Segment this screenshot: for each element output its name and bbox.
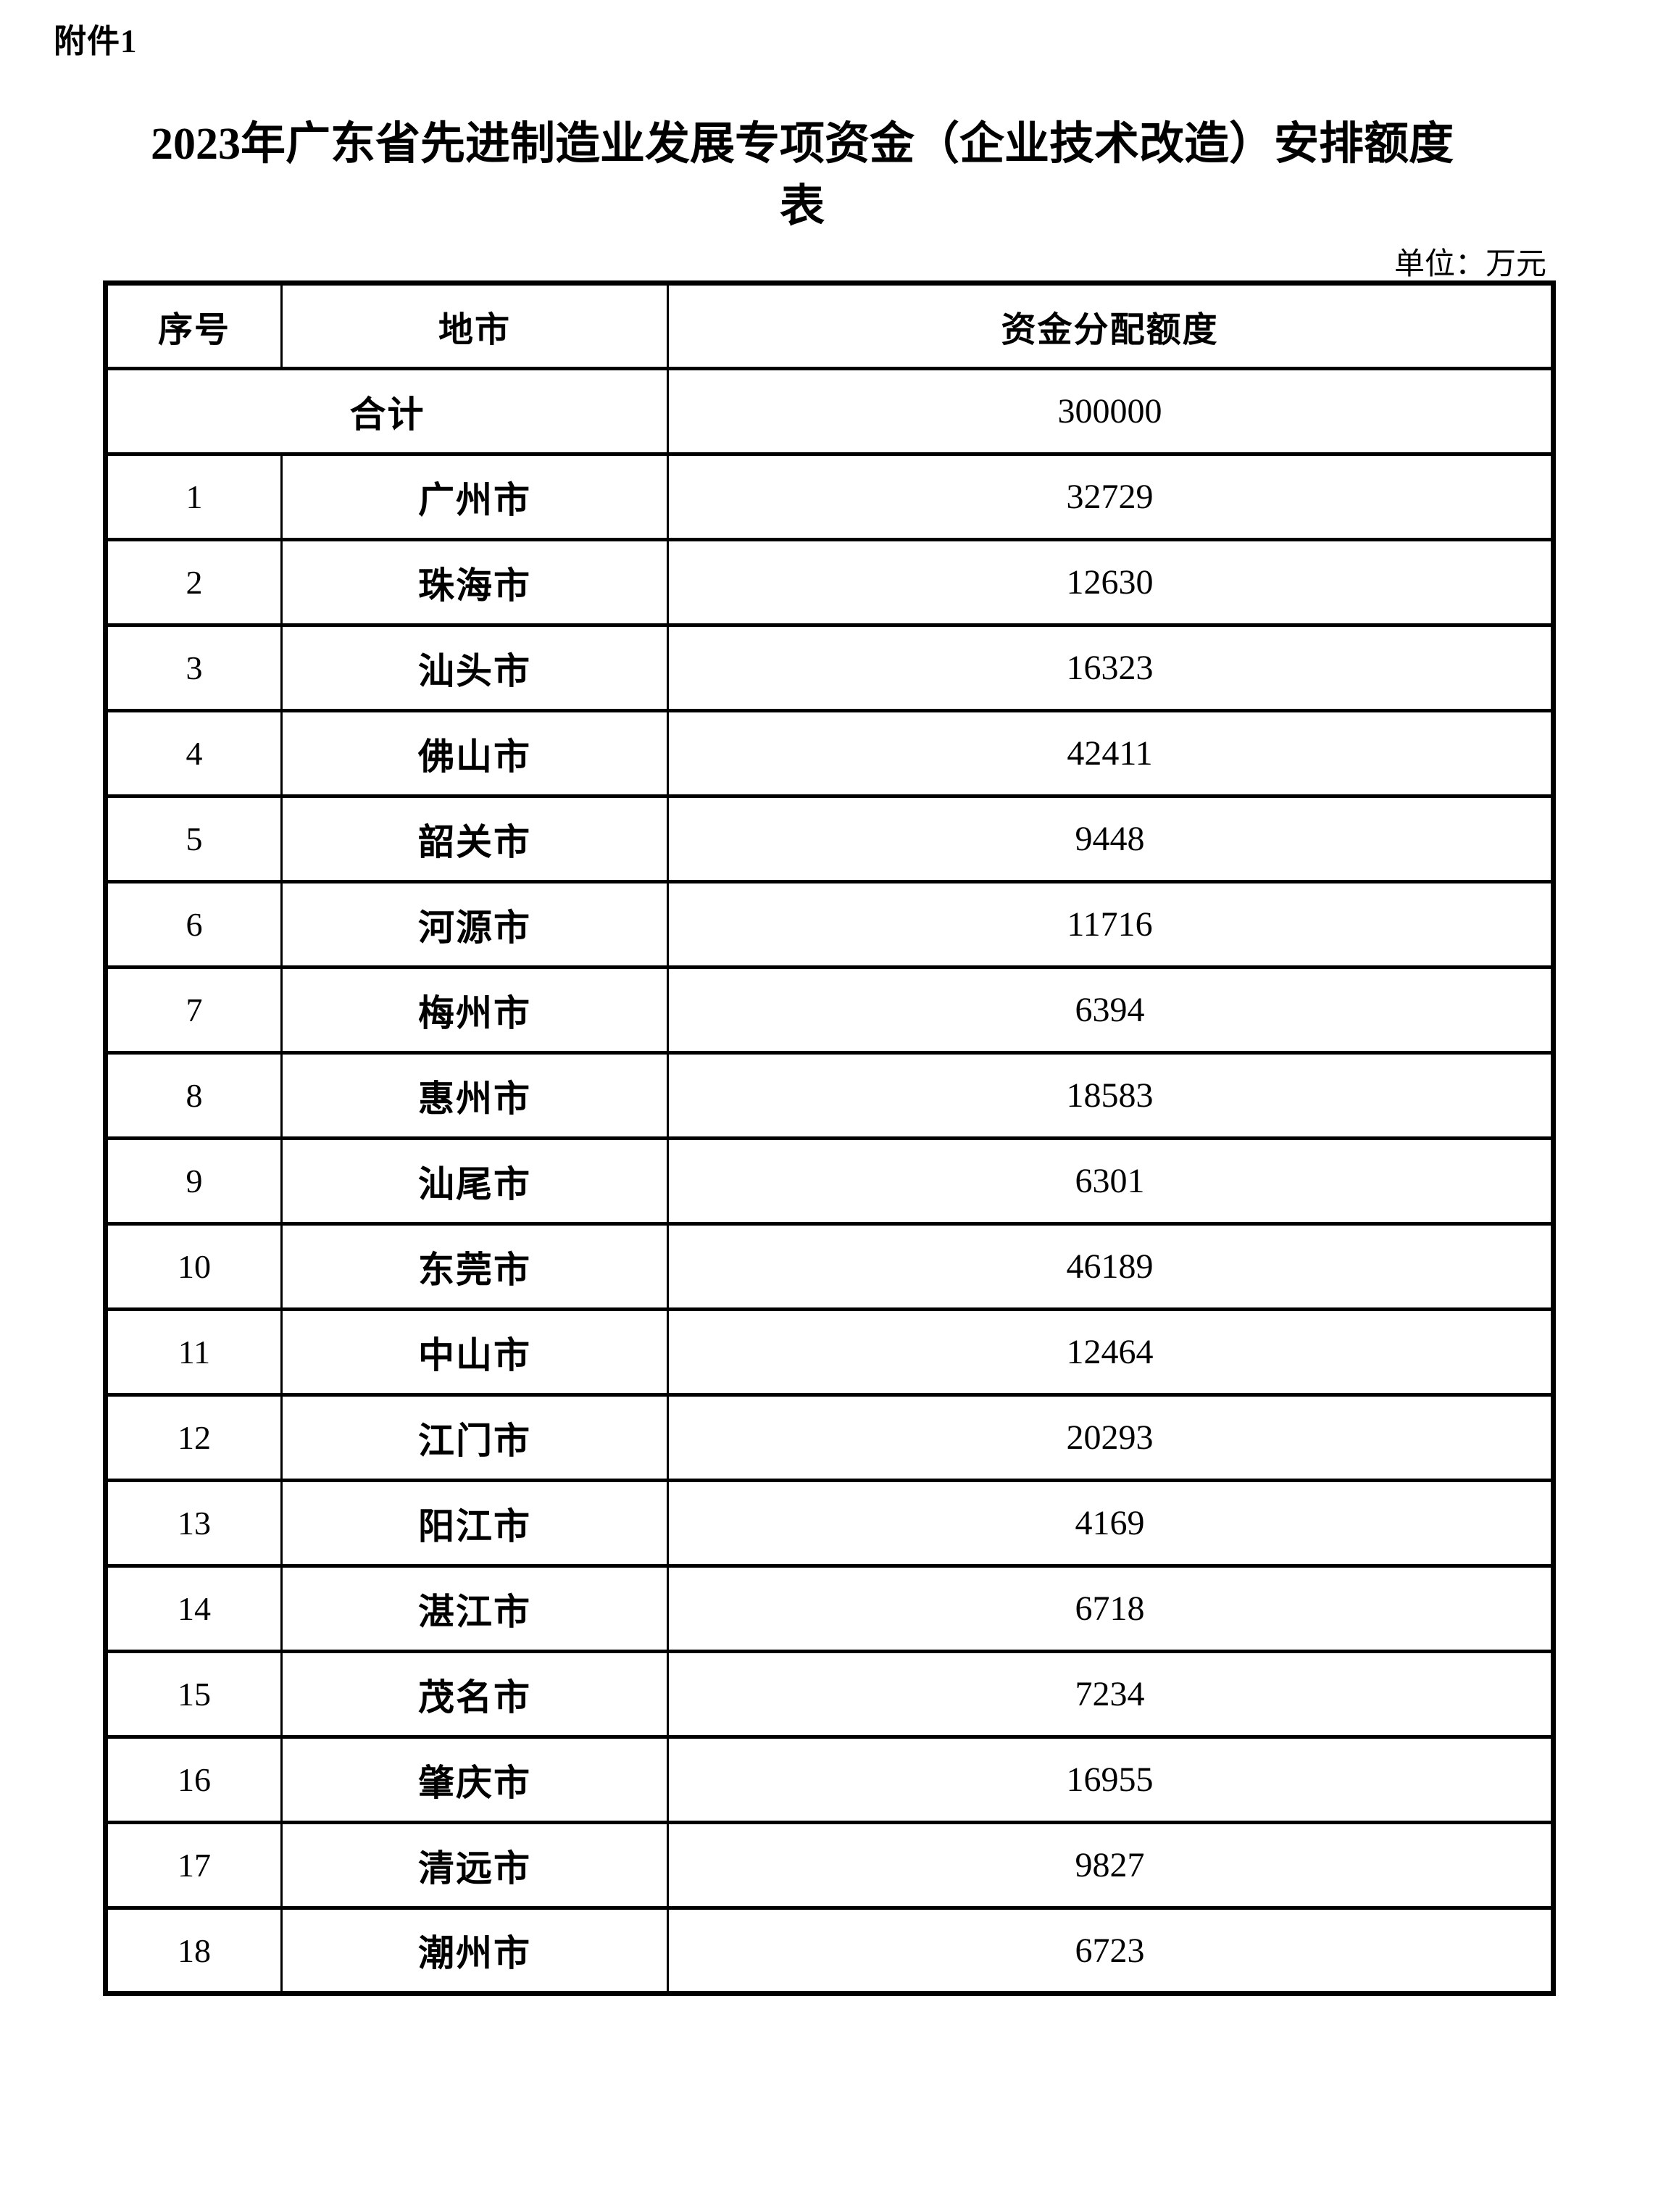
document-title: 2023年广东省先进制造业发展专项资金（企业技术改造）安排额度 表 bbox=[54, 113, 1551, 238]
table-row: 17 清远市 9827 bbox=[104, 1821, 1554, 1910]
table-row: 13 阳江市 4169 bbox=[104, 1479, 1554, 1568]
row-amount-cell: 20293 bbox=[667, 1393, 1554, 1482]
row-no-cell: 15 bbox=[104, 1650, 283, 1739]
attachment-label: 附件1 bbox=[54, 23, 138, 59]
table-row: 18 潮州市 6723 bbox=[104, 1906, 1554, 1995]
table-header-row: 序号 地市 资金分配额度 bbox=[104, 281, 1554, 370]
row-amount-cell: 9448 bbox=[667, 794, 1554, 883]
allocation-table: 序号 地市 资金分配额度 合计 300000 1 广州市 32729 2 珠海市… bbox=[103, 280, 1556, 1996]
row-no-cell: 3 bbox=[104, 623, 283, 712]
row-city-cell: 茂名市 bbox=[280, 1650, 669, 1739]
row-city-cell: 河源市 bbox=[280, 880, 669, 969]
table-row: 15 茂名市 7234 bbox=[104, 1650, 1554, 1739]
row-no-cell: 11 bbox=[104, 1307, 283, 1397]
table-row: 16 肇庆市 16955 bbox=[104, 1735, 1554, 1824]
row-city-cell: 潮州市 bbox=[280, 1906, 669, 1995]
row-no-cell: 17 bbox=[104, 1821, 283, 1910]
row-city-cell: 东莞市 bbox=[280, 1222, 669, 1311]
row-amount-cell: 6301 bbox=[667, 1136, 1554, 1226]
row-city-cell: 佛山市 bbox=[280, 709, 669, 798]
row-amount-cell: 6394 bbox=[667, 965, 1554, 1055]
row-amount-cell: 42411 bbox=[667, 709, 1554, 798]
row-amount-cell: 6718 bbox=[667, 1564, 1554, 1653]
table-row: 2 珠海市 12630 bbox=[104, 538, 1554, 627]
row-no-cell: 7 bbox=[104, 965, 283, 1055]
row-city-cell: 汕尾市 bbox=[280, 1136, 669, 1226]
table-row: 8 惠州市 18583 bbox=[104, 1051, 1554, 1140]
table-row: 5 韶关市 9448 bbox=[104, 794, 1554, 883]
row-city-cell: 广州市 bbox=[280, 452, 669, 541]
row-amount-cell: 12464 bbox=[667, 1307, 1554, 1397]
table-row: 4 佛山市 42411 bbox=[104, 709, 1554, 798]
table-row: 10 东莞市 46189 bbox=[104, 1222, 1554, 1311]
table-row: 9 汕尾市 6301 bbox=[104, 1136, 1554, 1226]
table-row: 7 梅州市 6394 bbox=[104, 965, 1554, 1055]
row-amount-cell: 12630 bbox=[667, 538, 1554, 627]
document-title-line2: 表 bbox=[779, 182, 825, 231]
table-row: 6 河源市 11716 bbox=[104, 880, 1554, 969]
total-label-cell: 合计 bbox=[104, 367, 669, 456]
row-city-cell: 清远市 bbox=[280, 1821, 669, 1910]
row-city-cell: 湛江市 bbox=[280, 1564, 669, 1653]
row-no-cell: 13 bbox=[104, 1479, 283, 1568]
row-amount-cell: 9827 bbox=[667, 1821, 1554, 1910]
row-no-cell: 1 bbox=[104, 452, 283, 541]
row-no-cell: 16 bbox=[104, 1735, 283, 1824]
row-amount-cell: 16323 bbox=[667, 623, 1554, 712]
table-row: 12 江门市 20293 bbox=[104, 1393, 1554, 1482]
header-cell-amount: 资金分配额度 bbox=[667, 281, 1554, 370]
table-row: 1 广州市 32729 bbox=[104, 452, 1554, 541]
row-amount-cell: 7234 bbox=[667, 1650, 1554, 1739]
row-no-cell: 5 bbox=[104, 794, 283, 883]
row-no-cell: 2 bbox=[104, 538, 283, 627]
row-no-cell: 14 bbox=[104, 1564, 283, 1653]
row-no-cell: 4 bbox=[104, 709, 283, 798]
row-no-cell: 12 bbox=[104, 1393, 283, 1482]
row-city-cell: 韶关市 bbox=[280, 794, 669, 883]
header-cell-city: 地市 bbox=[280, 281, 669, 370]
row-city-cell: 阳江市 bbox=[280, 1479, 669, 1568]
row-city-cell: 江门市 bbox=[280, 1393, 669, 1482]
unit-note: 单位：万元 bbox=[1394, 248, 1546, 281]
table-row: 3 汕头市 16323 bbox=[104, 623, 1554, 712]
row-city-cell: 肇庆市 bbox=[280, 1735, 669, 1824]
total-amount-cell: 300000 bbox=[667, 367, 1554, 456]
row-city-cell: 中山市 bbox=[280, 1307, 669, 1397]
row-amount-cell: 4169 bbox=[667, 1479, 1554, 1568]
row-amount-cell: 46189 bbox=[667, 1222, 1554, 1311]
row-amount-cell: 16955 bbox=[667, 1735, 1554, 1824]
row-no-cell: 10 bbox=[104, 1222, 283, 1311]
table-row: 14 湛江市 6718 bbox=[104, 1564, 1554, 1653]
header-cell-no: 序号 bbox=[104, 281, 283, 370]
total-row: 合计 300000 bbox=[104, 367, 1554, 456]
row-amount-cell: 32729 bbox=[667, 452, 1554, 541]
row-amount-cell: 18583 bbox=[667, 1051, 1554, 1140]
row-city-cell: 汕头市 bbox=[280, 623, 669, 712]
row-no-cell: 8 bbox=[104, 1051, 283, 1140]
table-row: 11 中山市 12464 bbox=[104, 1307, 1554, 1397]
document-title-line1: 2023年广东省先进制造业发展专项资金（企业技术改造）安排额度 bbox=[150, 120, 1454, 169]
row-no-cell: 6 bbox=[104, 880, 283, 969]
row-city-cell: 梅州市 bbox=[280, 965, 669, 1055]
row-no-cell: 9 bbox=[104, 1136, 283, 1226]
row-city-cell: 惠州市 bbox=[280, 1051, 669, 1140]
row-amount-cell: 11716 bbox=[667, 880, 1554, 969]
row-amount-cell: 6723 bbox=[667, 1906, 1554, 1995]
row-city-cell: 珠海市 bbox=[280, 538, 669, 627]
row-no-cell: 18 bbox=[104, 1906, 283, 1995]
